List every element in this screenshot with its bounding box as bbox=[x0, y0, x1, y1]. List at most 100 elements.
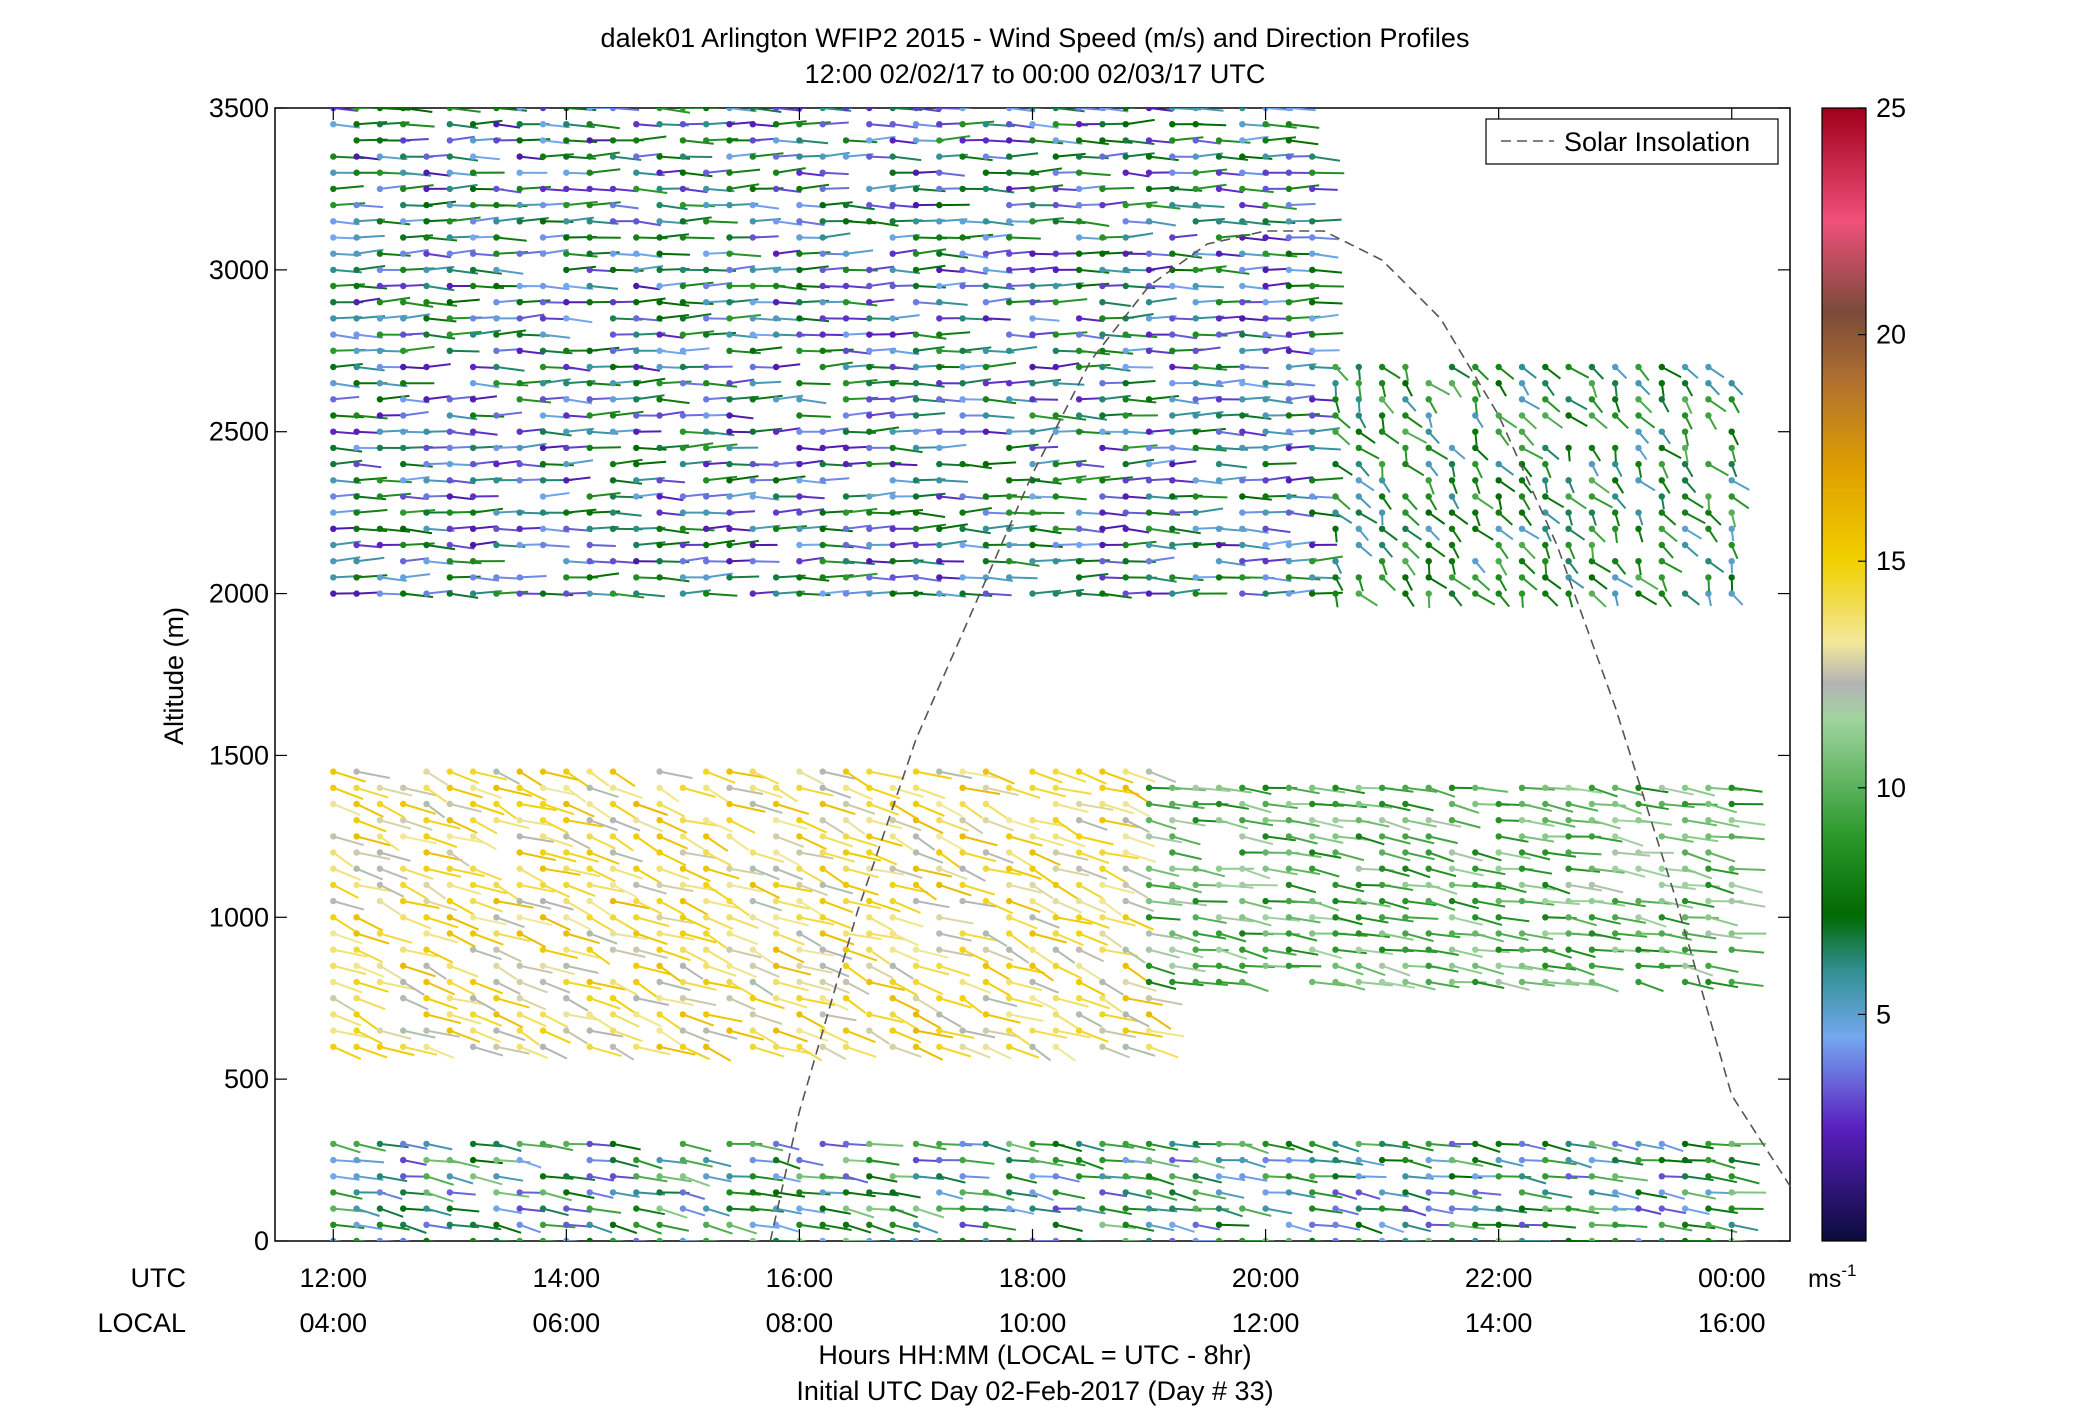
wind-barb bbox=[565, 803, 595, 818]
wind-barb bbox=[915, 1223, 939, 1234]
wind-barb-dot bbox=[539, 1189, 547, 1196]
wind-barb-dot bbox=[563, 363, 570, 371]
wind-barb bbox=[1218, 463, 1248, 469]
wind-barb-dot bbox=[889, 1027, 896, 1034]
wind-barb bbox=[449, 183, 478, 190]
wind-barb-dot bbox=[330, 363, 337, 371]
wind-barb-dot bbox=[1215, 930, 1223, 937]
wind-barb-dot bbox=[1518, 1173, 1526, 1180]
wind-barb bbox=[1311, 948, 1342, 960]
wind-barb bbox=[472, 770, 508, 781]
wind-barb bbox=[426, 835, 458, 849]
wind-barb bbox=[892, 786, 924, 798]
wind-barb bbox=[1591, 883, 1624, 894]
wind-barb-dot bbox=[330, 1043, 337, 1051]
wind-barb-dot bbox=[563, 946, 570, 953]
wind-barb-dot bbox=[656, 962, 663, 969]
wind-barb bbox=[1078, 463, 1105, 468]
wind-barb-dot bbox=[912, 108, 920, 112]
wind-barb-dot bbox=[1239, 1173, 1246, 1180]
wind-barb bbox=[869, 491, 896, 498]
wind-barb-dot bbox=[1309, 1237, 1316, 1241]
wind-barb bbox=[822, 427, 849, 433]
wind-barb-dot bbox=[982, 849, 990, 856]
wind-barb-dot bbox=[353, 768, 360, 775]
wind-barb bbox=[892, 867, 923, 879]
wind-barb-dot bbox=[772, 185, 780, 193]
wind-barb bbox=[845, 835, 878, 848]
wind-barb-dot bbox=[633, 121, 640, 128]
wind-barb-dot bbox=[586, 1140, 593, 1148]
wind-barb bbox=[1312, 313, 1339, 320]
wind-barb bbox=[892, 981, 918, 997]
wind-barb bbox=[1475, 786, 1509, 793]
wind-barb bbox=[1148, 556, 1175, 563]
wind-barb bbox=[682, 430, 715, 435]
wind-barb-dot bbox=[330, 153, 337, 160]
wind-barb-dot bbox=[516, 541, 523, 549]
wind-barb-dot bbox=[1378, 962, 1386, 969]
wind-barb-dot bbox=[889, 930, 896, 937]
wind-barb bbox=[869, 135, 896, 142]
wind-barb bbox=[356, 234, 385, 239]
wind-barb-dot bbox=[586, 108, 593, 112]
wind-barb-dot bbox=[633, 396, 640, 403]
wind-barb bbox=[333, 1029, 368, 1039]
wind-barb bbox=[1288, 786, 1320, 795]
wind-barb-dot bbox=[1262, 428, 1269, 435]
wind-barb bbox=[915, 108, 941, 113]
wind-barb-dot bbox=[1122, 1043, 1129, 1051]
wind-barb-dot bbox=[1192, 946, 1199, 953]
wind-barb bbox=[869, 835, 903, 847]
wind-barb-dot bbox=[1052, 299, 1060, 306]
wind-barb-dot bbox=[493, 1173, 500, 1180]
wind-barb-dot bbox=[912, 574, 920, 581]
wind-barb bbox=[589, 1013, 612, 1029]
wind-barb-dot bbox=[1122, 1221, 1129, 1229]
wind-barb-dot bbox=[493, 978, 500, 986]
wind-barb bbox=[1055, 495, 1087, 501]
wind-barb bbox=[1078, 981, 1106, 997]
wind-barb-dot bbox=[1285, 962, 1293, 969]
wind-barb-dot bbox=[1075, 881, 1083, 889]
wind-barb-dot bbox=[1355, 1205, 1363, 1212]
wind-barb bbox=[659, 867, 690, 881]
wind-barb-dot bbox=[959, 493, 966, 500]
wind-barb-dot bbox=[469, 509, 477, 516]
wind-barb-dot bbox=[633, 978, 640, 986]
wind-barb bbox=[1615, 948, 1650, 953]
wind-barb-dot bbox=[1309, 558, 1316, 565]
wind-barb-dot bbox=[889, 946, 896, 953]
wind-barb-dot bbox=[400, 347, 407, 354]
wind-barb bbox=[939, 1029, 975, 1039]
wind-barb-dot bbox=[609, 266, 617, 274]
wind-barb-dot bbox=[889, 137, 896, 144]
wind-barb-dot bbox=[330, 493, 337, 500]
wind-barb-dot bbox=[1192, 169, 1199, 176]
wind-barb bbox=[1498, 1159, 1524, 1167]
wind-barb-dot bbox=[1192, 784, 1199, 791]
wind-barb-dot bbox=[493, 1011, 500, 1018]
wind-barb-dot bbox=[749, 153, 756, 160]
wind-barb-dot bbox=[633, 1043, 640, 1051]
wind-barb bbox=[612, 803, 636, 819]
wind-barb-dot bbox=[703, 1221, 710, 1229]
wind-barb-dot bbox=[959, 460, 966, 468]
wind-barb bbox=[775, 1142, 800, 1151]
wind-barb-dot bbox=[1122, 509, 1129, 516]
wind-barb bbox=[589, 981, 626, 991]
wind-barb bbox=[1032, 414, 1064, 421]
wind-barb-dot bbox=[936, 558, 943, 565]
wind-barb-dot bbox=[1448, 509, 1456, 516]
wind-barb-dot bbox=[539, 444, 547, 452]
wind-barb bbox=[612, 204, 639, 210]
wind-barb bbox=[985, 1045, 1012, 1060]
wind-barb-dot bbox=[633, 800, 640, 808]
wind-barb-dot bbox=[703, 1156, 710, 1164]
wind-barb-dot bbox=[1402, 396, 1409, 403]
wind-barb-dot bbox=[1309, 331, 1316, 338]
wind-barb bbox=[845, 1175, 869, 1184]
wind-barb bbox=[775, 394, 804, 401]
wind-barb-dot bbox=[563, 1140, 570, 1148]
wind-barb-dot bbox=[679, 363, 687, 371]
